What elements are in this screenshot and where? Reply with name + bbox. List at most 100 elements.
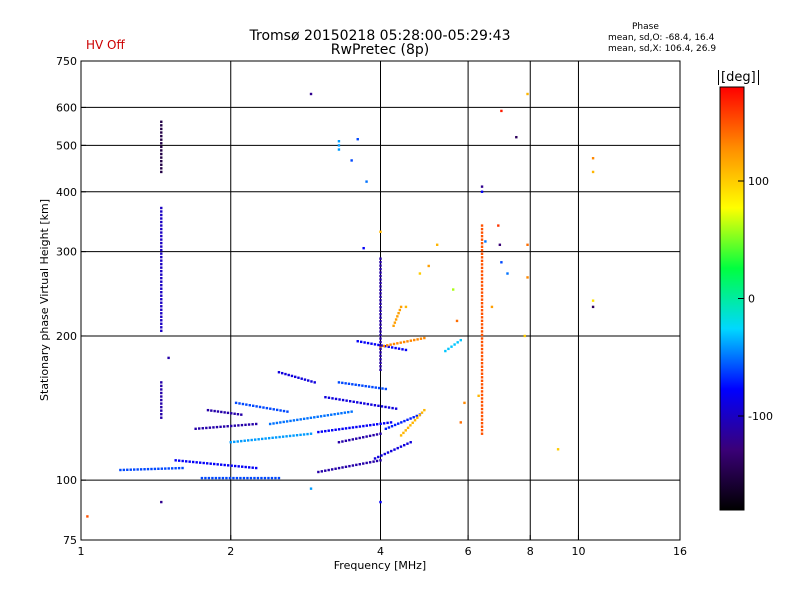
- trace-point: [258, 405, 262, 409]
- trace-point: [337, 140, 341, 143]
- trace-point: [320, 470, 324, 473]
- data-point: [526, 243, 529, 246]
- trace-point: [416, 338, 419, 341]
- trace-point: [150, 467, 153, 471]
- trace-point: [480, 337, 484, 340]
- trace-point: [379, 281, 382, 285]
- trace-point: [379, 323, 382, 326]
- data-point: [515, 135, 518, 139]
- trace-point: [480, 312, 484, 315]
- trace-point: [160, 291, 163, 294]
- trace-point: [380, 454, 383, 457]
- trace-point: [225, 476, 228, 480]
- trace-point: [409, 441, 412, 444]
- trace-point: [177, 459, 181, 462]
- trace-point: [160, 312, 163, 315]
- trace-point: [242, 476, 246, 480]
- trace-point: [480, 372, 484, 375]
- trace-point: [160, 409, 163, 412]
- trace-point: [447, 347, 450, 351]
- trace-point: [295, 434, 299, 437]
- trace-point: [404, 429, 407, 432]
- trace-point: [399, 434, 403, 437]
- trace-point: [198, 427, 201, 430]
- trace-point: [379, 309, 382, 312]
- trace-point: [480, 234, 484, 238]
- trace-point: [248, 404, 251, 407]
- trace-point: [230, 464, 233, 467]
- trace-point: [212, 462, 216, 466]
- trace-point: [355, 425, 358, 429]
- trace-point: [299, 418, 302, 421]
- data-point: [365, 180, 368, 183]
- trace-point: [379, 330, 382, 333]
- trace-point: [294, 375, 297, 379]
- trace-point: [480, 340, 484, 344]
- trace-point: [375, 433, 379, 436]
- trace-point: [211, 476, 214, 480]
- trace-point: [292, 434, 295, 437]
- data-point: [591, 305, 595, 309]
- trace-point: [143, 468, 146, 471]
- trace-point: [160, 163, 163, 166]
- trace-point: [146, 467, 150, 471]
- trace-point: [252, 404, 255, 407]
- trace-point: [323, 414, 326, 417]
- trace-point: [398, 308, 402, 312]
- trace-point: [379, 347, 382, 351]
- trace-point: [413, 338, 416, 342]
- trace-point: [129, 468, 132, 471]
- trace-point: [383, 452, 386, 456]
- chart-title-line2: RwPretec (8p): [330, 42, 430, 58]
- trace-point: [480, 259, 484, 263]
- trace-point: [160, 241, 163, 245]
- trace-point: [219, 425, 222, 429]
- trace-point: [267, 436, 271, 440]
- trace-point: [324, 469, 327, 472]
- trace-point: [369, 423, 372, 427]
- trace-point: [216, 463, 219, 466]
- trace-point: [397, 347, 401, 350]
- axis-ticks: 1 2 4 6 8 10 16 75 100 200 300 400 500 600 750: [56, 55, 687, 558]
- trace-point: [356, 340, 359, 343]
- trace-point: [160, 252, 163, 255]
- trace-point: [392, 324, 395, 328]
- trace-point: [160, 273, 163, 276]
- trace-point: [387, 426, 391, 429]
- trace-point: [480, 351, 484, 354]
- trace-point: [480, 298, 484, 301]
- trace-point: [257, 438, 260, 441]
- trace-point: [232, 476, 235, 480]
- trace-point: [272, 422, 275, 425]
- trace-point: [177, 466, 181, 470]
- trace-point: [139, 468, 143, 471]
- trace-point: [379, 319, 382, 323]
- trace-point: [359, 401, 362, 405]
- trace-point: [397, 311, 400, 315]
- trace-point: [379, 422, 382, 425]
- trace-point: [202, 461, 205, 465]
- trace-point: [317, 470, 320, 474]
- trace-point: [277, 371, 281, 374]
- trace-point: [253, 438, 257, 441]
- colorbar-tick-label: -100: [748, 410, 773, 423]
- data-point: [463, 401, 466, 405]
- trace-point: [368, 434, 372, 438]
- data-point: [490, 305, 494, 309]
- trace-point: [379, 257, 382, 260]
- trace-point: [420, 411, 424, 414]
- trace-point: [480, 347, 484, 351]
- trace-point: [230, 412, 233, 415]
- trace-point: [289, 419, 292, 423]
- trace-point: [277, 476, 281, 480]
- data-point: [309, 487, 313, 490]
- trace-point: [160, 276, 163, 280]
- trace-point: [344, 427, 348, 430]
- trace-point: [351, 438, 354, 441]
- trace-point: [241, 402, 245, 406]
- trace-point: [379, 271, 382, 274]
- trace-point: [379, 358, 382, 361]
- trace-point: [330, 468, 334, 471]
- trace-point: [337, 148, 341, 151]
- trace-point: [247, 466, 251, 469]
